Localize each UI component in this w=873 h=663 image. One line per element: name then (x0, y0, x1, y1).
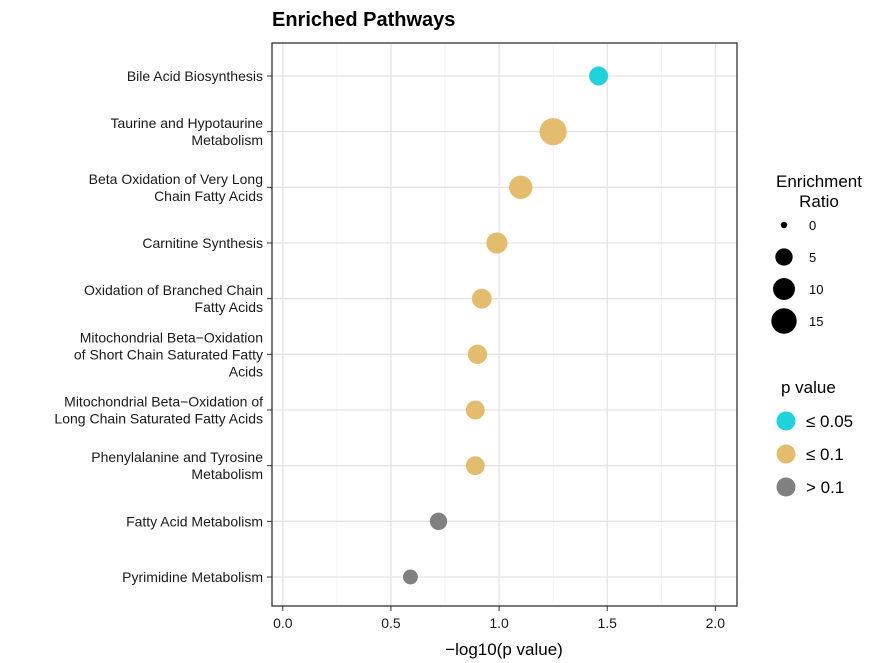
data-point (509, 175, 533, 200)
data-point (465, 400, 485, 420)
chart-title: Enriched Pathways (272, 9, 455, 31)
color-legend-key (776, 444, 796, 464)
size-legend-key (773, 278, 795, 300)
panel-background (272, 43, 737, 606)
color-legend-key (776, 477, 796, 497)
y-tick-label: Phenylalanine and Tyrosine Metabolism (91, 449, 263, 482)
x-tick-label: 2.0 (706, 615, 726, 631)
color-legend-title: p value (781, 378, 836, 397)
size-legend-label: 5 (809, 250, 816, 265)
x-tick-label: 1.5 (597, 615, 617, 631)
x-axis-title: −log10(p value) (445, 640, 563, 659)
panel-border (271, 42, 738, 607)
data-point (402, 569, 418, 585)
size-legend-title: Enrichment Ratio (776, 172, 862, 211)
x-tick-label: 0.0 (273, 615, 293, 631)
x-axis: 0.0 0.5 1.0 1.5 2.0 (273, 606, 725, 631)
size-legend-label: 10 (809, 282, 823, 297)
size-legend: Enrichment Ratio 0 5 10 15 (771, 172, 862, 334)
color-legend-label: ≤ 0.1 (806, 445, 844, 464)
color-legend-key (776, 411, 796, 431)
y-tick-label: Bile Acid Biosynthesis (127, 68, 263, 84)
size-legend-label: 15 (809, 314, 823, 329)
x-tick-label: 0.5 (381, 615, 401, 631)
size-legend-label: 0 (809, 218, 816, 233)
data-point (465, 456, 485, 476)
y-tick-label: Pyrimidine Metabolism (122, 569, 263, 585)
y-tick-label: Taurine and Hypotaurine Metabolism (110, 115, 263, 148)
y-tick-label: Mitochondrial Beta−Oxidation of Short Cha… (74, 329, 263, 379)
size-legend-key (771, 308, 797, 334)
color-legend-label: > 0.1 (806, 478, 844, 497)
size-legend-key (775, 248, 793, 266)
data-point (589, 66, 609, 86)
y-tick-label: Mitochondrial Beta−Oxidation of Long Chai… (54, 394, 263, 427)
plot-panel (271, 42, 738, 607)
data-point (471, 288, 492, 309)
size-legend-key (780, 221, 788, 229)
data-point (486, 232, 508, 254)
data-point (539, 118, 567, 146)
y-tick-label: Beta Oxidation of Very Long Chain Fatty A… (89, 171, 263, 204)
color-legend: p value ≤ 0.05 ≤ 0.1 > 0.1 (776, 378, 853, 497)
data-point (429, 512, 448, 531)
color-legend-label: ≤ 0.05 (806, 412, 853, 431)
y-tick-label: Oxidation of Branched Chain Fatty Acids (84, 282, 263, 315)
y-tick-label: Carnitine Synthesis (142, 235, 263, 251)
y-tick-label: Fatty Acid Metabolism (126, 513, 263, 529)
x-tick-label: 1.0 (489, 615, 509, 631)
data-point (467, 344, 488, 365)
y-axis-labels: Bile Acid Biosynthesis Taurine and Hypota… (54, 68, 272, 585)
